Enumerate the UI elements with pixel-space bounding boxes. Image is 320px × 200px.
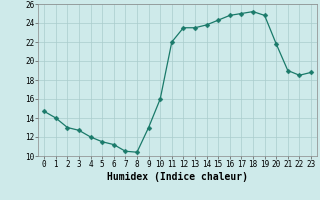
X-axis label: Humidex (Indice chaleur): Humidex (Indice chaleur)	[107, 172, 248, 182]
